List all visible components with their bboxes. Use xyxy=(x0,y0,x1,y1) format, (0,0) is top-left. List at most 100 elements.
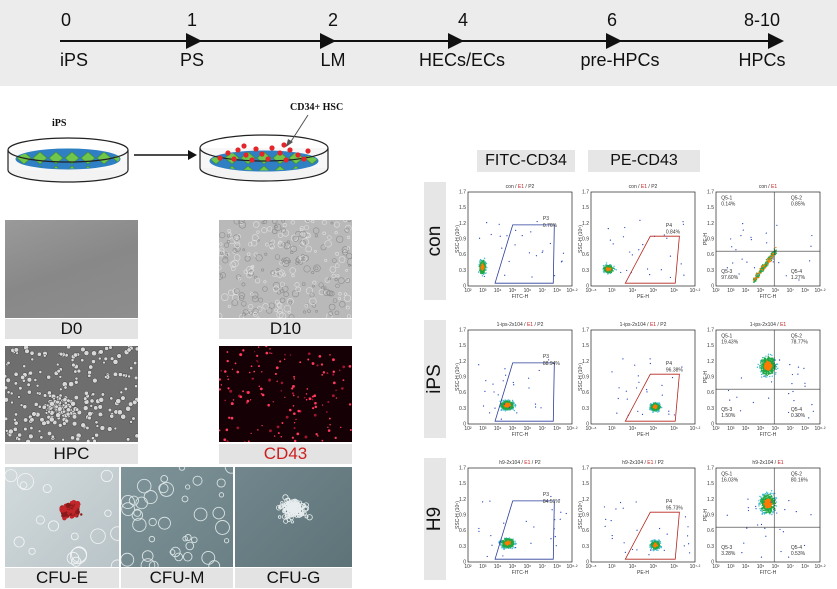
x-tick-label: 10⁷ xyxy=(539,288,547,294)
x-tick-label: 10⁴ xyxy=(629,288,637,294)
y-tick-label: 0 xyxy=(586,560,589,566)
x-tick-label: 10⁴ xyxy=(742,288,750,294)
quad-value-2: 80.16% xyxy=(791,478,809,484)
x-tick-label: 10⁴ xyxy=(742,426,750,432)
x-axis-label: FITC-H xyxy=(760,294,777,300)
plot-title: con / E1 xyxy=(759,184,778,190)
y-tick-label: 0 xyxy=(711,284,714,290)
quad-value-4: 0.53% xyxy=(791,551,806,557)
gate-label: P3 xyxy=(543,216,549,222)
x-tick-label: 10⁷ xyxy=(787,426,795,432)
gate-percent: 0.76% xyxy=(543,223,558,229)
x-tick-label: 10³ xyxy=(608,426,616,432)
y-tick-label: 0.3 xyxy=(582,544,589,550)
x-tick-label: 10³ xyxy=(608,288,616,294)
hpc-micrograph xyxy=(5,346,138,442)
y-tick-label: 0 xyxy=(711,422,714,428)
y-tick-label: 0.3 xyxy=(459,406,466,412)
quad-value-3: 97.60% xyxy=(721,275,739,281)
plot-title: 1-ips-2x104 / E1 / P2 xyxy=(497,322,544,328)
y-tick-label: 0 xyxy=(586,284,589,290)
y-tick-label: 1.2 xyxy=(707,221,714,227)
quad-value-1: 16.03% xyxy=(721,478,739,484)
x-tick-label: 10³ xyxy=(479,426,487,432)
x-axis-label: FITC-H xyxy=(512,432,529,438)
y-tick-label: 0.3 xyxy=(707,268,714,274)
x-axis-label: FITC-H xyxy=(760,432,777,438)
gate-label: P3 xyxy=(543,354,549,360)
quad-value-4: 0.30% xyxy=(791,413,806,419)
gate-label: P4 xyxy=(666,223,672,229)
cfu-g-caption: CFU-G xyxy=(235,568,352,588)
y-tick-label: 0.3 xyxy=(582,406,589,412)
y-tick-label: 0.6 xyxy=(707,528,714,534)
gate-label: P3 xyxy=(543,492,549,498)
y-tick-label: 0.6 xyxy=(707,252,714,258)
x-tick-label: 10⁵ xyxy=(650,426,658,432)
col-header-pe-cd43: PE-CD43 xyxy=(588,150,700,172)
cfu-e-caption: CFU-E xyxy=(5,568,119,588)
ips-dish-label: iPS xyxy=(52,118,67,129)
timeline-day-6: 6 xyxy=(607,10,617,31)
x-axis-label: FITC-H xyxy=(760,570,777,576)
y-tick-label: 0 xyxy=(463,284,466,290)
x-axis-label: PE-H xyxy=(637,570,649,576)
gate-percent: 96.38% xyxy=(666,367,684,373)
hpc-caption: HPC xyxy=(5,444,138,464)
x-tick-label: 10⁸ xyxy=(553,426,561,432)
x-axis-label: PE-H xyxy=(637,432,649,438)
culture-schematic: iPS CD34+ HSC xyxy=(0,95,420,200)
quad-value-2: 0.85% xyxy=(791,202,806,208)
quad-value-1: 19.43% xyxy=(721,340,739,346)
x-tick-label: 10⁶ xyxy=(670,426,678,432)
timeline-stage-ps: PS xyxy=(180,50,204,71)
x-tick-label: 10⁴ xyxy=(494,564,502,570)
cfu-m-caption: CFU-M xyxy=(121,568,233,588)
y-tick-label: 1.7 xyxy=(582,466,589,472)
y-tick-label: 1.5 xyxy=(459,205,466,211)
y-tick-label: 1.7 xyxy=(707,190,714,196)
y-tick-label: 1.5 xyxy=(582,205,589,211)
cfu-e-micrograph xyxy=(5,467,119,567)
y-tick-label: 0.3 xyxy=(459,544,466,550)
quad-value-3: 1.50% xyxy=(721,413,736,419)
y-tick-label: 1.7 xyxy=(707,328,714,334)
plot-title: h9-2x104 / E1 / P2 xyxy=(622,460,664,466)
x-tick-label: 10⁸·² xyxy=(814,426,825,432)
x-tick-label: 10³ xyxy=(479,564,487,570)
cfu-m-micrograph xyxy=(121,467,233,567)
y-tick-label: 0 xyxy=(463,560,466,566)
y-axis-label: PE-H xyxy=(703,371,709,383)
y-tick-label: 1.5 xyxy=(707,481,714,487)
timeline-stage-ips: iPS xyxy=(60,50,88,71)
y-tick-label: 1.5 xyxy=(459,343,466,349)
plot-frame xyxy=(468,330,572,424)
y-axis-label: SSC-H (10⁵) xyxy=(455,363,461,391)
timeline-stage-hecs: HECs/ECs xyxy=(419,50,505,71)
y-tick-label: 0.6 xyxy=(707,390,714,396)
timeline-day-1: 1 xyxy=(187,10,197,31)
x-tick-label: 10⁸ xyxy=(553,564,561,570)
x-tick-label: 10⁷ xyxy=(539,564,547,570)
x-tick-label: 10³ xyxy=(727,288,735,294)
gate-label: P4 xyxy=(666,499,672,505)
quad-value-2: 78.77% xyxy=(791,340,809,346)
gate-label: P4 xyxy=(666,361,672,367)
cd43-micrograph xyxy=(219,346,352,442)
x-tick-label: 10⁸ xyxy=(553,288,561,294)
y-tick-label: 1.7 xyxy=(459,328,466,334)
timeline-arrows xyxy=(0,0,837,86)
y-tick-label: 0.3 xyxy=(707,406,714,412)
cd43-caption: CD43 xyxy=(219,444,352,464)
y-tick-label: 1.7 xyxy=(707,466,714,472)
x-tick-label: 10⁸ xyxy=(801,426,809,432)
